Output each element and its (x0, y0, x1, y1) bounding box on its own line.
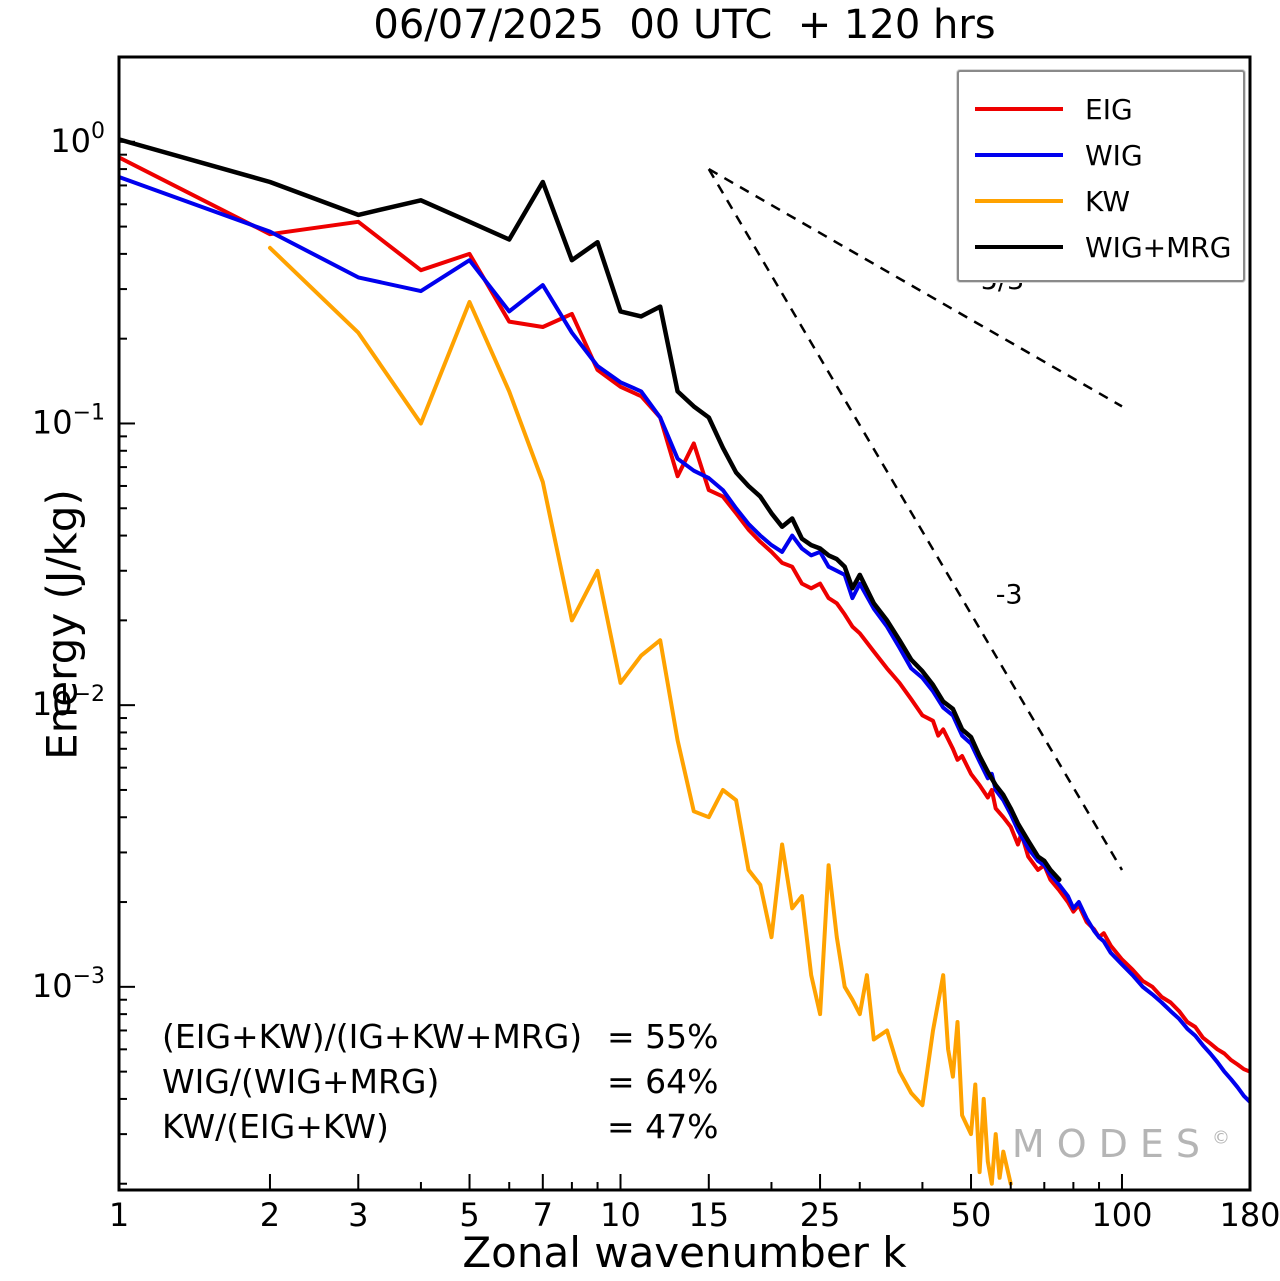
x-tick-label: 180 (1219, 1196, 1280, 1234)
annotation-label: WIG/(WIG+MRG) (162, 1062, 440, 1101)
x-tick-label: 7 (533, 1196, 553, 1234)
chart-title: 06/07/2025 00 UTC + 120 hrs (373, 2, 996, 48)
x-tick-labels: 1 2 3 5 7 10 15 25 50 100 180 (109, 1196, 1280, 1234)
legend-item: KW (959, 178, 1243, 224)
series-curves (119, 137, 1250, 1186)
legend-item: EIG (959, 86, 1243, 132)
modes-watermark: MODES© (1012, 1122, 1230, 1166)
x-tick-label: 10 (600, 1196, 641, 1234)
annotation-label: (EIG+KW)/(IG+KW+MRG) (162, 1017, 583, 1056)
x-axis-label: Zonal wavenumber k (462, 1228, 907, 1277)
slope-line--5/3 (708, 168, 1123, 408)
y-tick-label: 100 (50, 119, 105, 160)
slope-label: -3 (996, 579, 1023, 610)
axis-ticks (118, 140, 1251, 1190)
annotation-value: = 47% (607, 1107, 719, 1146)
legend-label: WIG (1085, 138, 1143, 172)
legend-swatch-KW (975, 199, 1063, 203)
reference-lines (707, 168, 1124, 871)
x-tick-label: 2 (260, 1196, 280, 1234)
x-tick-label: 15 (688, 1196, 729, 1234)
y-tick-label: 10−1 (32, 400, 105, 441)
legend: EIG WIG KW WIG+MRG (957, 70, 1245, 282)
curve-WIG (119, 175, 1250, 1104)
y-tick-label: 10−2 (32, 682, 105, 723)
annotation-value: = 64% (607, 1062, 719, 1101)
ratio-annotations: (EIG+KW)/(IG+KW+MRG) = 55% WIG/(WIG+MRG)… (162, 1018, 719, 1145)
annotation-value: = 55% (607, 1017, 719, 1056)
curve-EIG (119, 155, 1250, 1074)
legend-swatch-WIG (975, 153, 1063, 157)
x-tick-label: 50 (951, 1196, 992, 1234)
y-tick-label: 10−3 (32, 964, 105, 1005)
plot-frame (117, 55, 1252, 1192)
legend-swatch-WIG+MRG (975, 245, 1063, 249)
x-tick-label: 1 (109, 1196, 129, 1234)
curve-KW (268, 245, 1013, 1186)
curve-WIG+MRG (119, 137, 1062, 882)
watermark-text: MODES (1011, 1122, 1212, 1166)
legend-item: WIG+MRG (959, 224, 1243, 270)
legend-item: WIG (959, 132, 1243, 178)
x-tick-label: 100 (1091, 1196, 1152, 1234)
legend-label: EIG (1085, 92, 1133, 126)
y-axis-label: Energy (J/kg) (37, 489, 87, 760)
legend-swatch-EIG (975, 107, 1063, 111)
slope-line--3 (707, 168, 1124, 871)
x-tick-label: 25 (800, 1196, 841, 1234)
x-tick-label: 5 (459, 1196, 479, 1234)
legend-label: KW (1085, 184, 1131, 218)
legend-label: WIG+MRG (1085, 230, 1232, 264)
annotation-label: KW/(EIG+KW) (162, 1107, 389, 1146)
x-tick-label: 3 (348, 1196, 368, 1234)
copyright-icon: © (1212, 1127, 1230, 1149)
y-tick-labels: 100 10−1 10−2 10−3 (32, 119, 105, 1005)
